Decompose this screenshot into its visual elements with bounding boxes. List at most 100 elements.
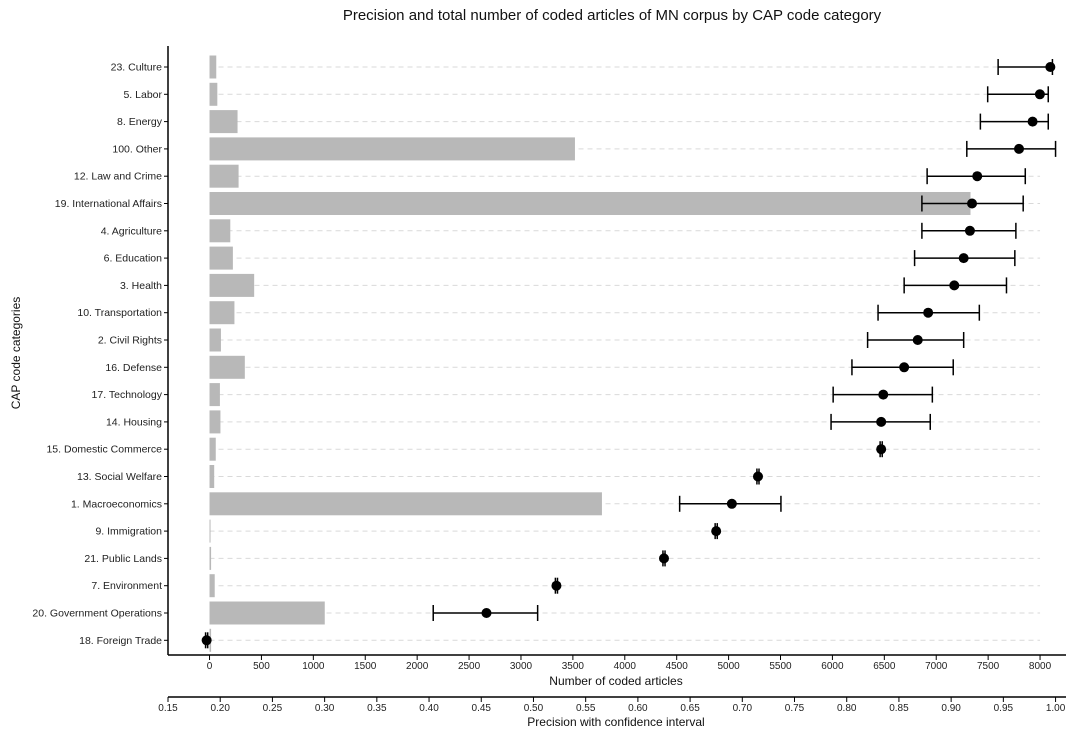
- x2-tick-label: 0.65: [680, 703, 700, 714]
- bar-cat-9: [209, 301, 235, 325]
- category-label: 7. Environment: [91, 580, 162, 592]
- interval-layer: [201, 59, 1057, 649]
- category-label: 12. Law and Crime: [74, 171, 162, 183]
- x2-tick-label: 0.15: [158, 703, 178, 714]
- point-cat-12: [878, 389, 889, 400]
- point-cat-1: [1034, 89, 1045, 100]
- x-tick-label: 2000: [406, 661, 429, 672]
- point-cat-10: [912, 335, 923, 345]
- category-label: 16. Defense: [105, 362, 162, 374]
- x2-tick-label: 0.80: [837, 703, 857, 714]
- point-cat-7: [958, 253, 969, 264]
- x2-tick-label: 0.45: [472, 703, 492, 714]
- point-cat-4: [972, 171, 983, 182]
- category-label: 19. International Affairs: [55, 198, 162, 210]
- category-label: 8. Energy: [117, 116, 163, 128]
- x-axis-title: Number of coded articles: [549, 674, 682, 688]
- point-cat-21: [201, 635, 212, 646]
- x-tick-label: 5000: [717, 661, 740, 672]
- bar-cat-13: [209, 410, 221, 434]
- label-layer: 23. Culture 5. Labor 8. Energy 100. Other 12…: [32, 62, 1065, 715]
- bar-cat-2: [209, 110, 238, 134]
- category-label: 23. Culture: [111, 62, 163, 74]
- bar-cat-0: [209, 55, 217, 79]
- bar-cat-5: [209, 192, 971, 215]
- x-tick-label: 7500: [977, 661, 1000, 672]
- bar-cat-17: [209, 519, 211, 543]
- bar-cat-3: [209, 137, 575, 161]
- bar-cat-18: [209, 546, 212, 570]
- category-label: 20. Government Operations: [32, 608, 162, 620]
- point-cat-13: [876, 416, 887, 427]
- bar-cat-7: [209, 246, 233, 270]
- bar-cat-10: [209, 328, 221, 352]
- x2-tick-label: 0.25: [263, 703, 283, 714]
- category-label: 21. Public Lands: [84, 553, 162, 565]
- point-cat-2: [1027, 116, 1038, 127]
- x-tick-label: 3000: [510, 661, 533, 672]
- y-axis-title: CAP code categories: [9, 297, 23, 410]
- x2-tick-label: 0.75: [785, 703, 805, 714]
- category-label: 5. Labor: [123, 89, 162, 101]
- point-cat-11: [899, 362, 910, 373]
- point-cat-18: [658, 553, 669, 564]
- x2-tick-label: 0.70: [733, 703, 753, 714]
- point-cat-16: [726, 498, 737, 509]
- category-label: 15. Domestic Commerce: [46, 444, 162, 456]
- x2-tick-label: 0.55: [576, 703, 596, 714]
- point-cat-19: [551, 580, 562, 591]
- x-tick-label: 3500: [562, 661, 585, 672]
- point-cat-17: [711, 526, 722, 537]
- x-tick-label: 500: [253, 661, 270, 672]
- category-label: 6. Education: [104, 253, 163, 265]
- bar-cat-20: [209, 601, 325, 625]
- x2-tick-label: 0.35: [367, 703, 387, 714]
- category-label: 18. Foreign Trade: [79, 635, 162, 647]
- category-label: 4. Agriculture: [101, 225, 162, 237]
- x2-axis-title: Precision with confidence interval: [527, 715, 704, 729]
- x-tick-label: 8000: [1029, 661, 1052, 672]
- bar-cat-12: [209, 383, 220, 407]
- x2-tick-label: 0.50: [524, 703, 544, 714]
- x-tick-label: 6000: [821, 661, 844, 672]
- point-cat-5: [967, 198, 978, 209]
- category-label: 14. Housing: [106, 416, 162, 428]
- x-tick-label: 4000: [614, 661, 637, 672]
- bar-cat-16: [209, 492, 602, 516]
- x2-tick-label: 0.95: [994, 703, 1014, 714]
- bar-layer: [209, 55, 971, 652]
- category-label: 100. Other: [112, 143, 162, 155]
- category-label: 1. Macroeconomics: [71, 498, 162, 510]
- category-label: 13. Social Welfare: [77, 471, 162, 483]
- x-tick-label: 6500: [873, 661, 896, 672]
- x-tick-label: 1500: [354, 661, 377, 672]
- x-tick-label: 7000: [925, 661, 948, 672]
- x-tick-label: 5500: [769, 661, 792, 672]
- bar-cat-15: [209, 465, 215, 488]
- point-cat-14: [876, 444, 887, 455]
- axis-layer: [164, 46, 1066, 702]
- x2-tick-label: 0.60: [628, 703, 648, 714]
- point-cat-20: [481, 608, 492, 618]
- x-tick-label: 4500: [666, 661, 689, 672]
- chart-title: Precision and total number of coded arti…: [343, 7, 882, 24]
- bar-cat-14: [209, 437, 216, 461]
- bar-cat-19: [209, 574, 215, 598]
- point-cat-8: [949, 280, 960, 291]
- category-label: 9. Immigration: [95, 526, 162, 538]
- x2-tick-label: 0.30: [315, 703, 335, 714]
- x-tick-label: 0: [207, 661, 213, 672]
- point-cat-6: [964, 225, 975, 236]
- bar-cat-6: [209, 219, 231, 243]
- category-label: 3. Health: [120, 280, 162, 292]
- point-cat-9: [923, 307, 934, 318]
- x2-tick-label: 1.00: [1046, 703, 1066, 714]
- x-tick-label: 1000: [302, 661, 325, 672]
- x2-tick-label: 0.20: [210, 703, 230, 714]
- point-cat-0: [1045, 62, 1056, 72]
- bar-cat-1: [209, 82, 218, 106]
- point-cat-3: [1014, 143, 1025, 154]
- category-label: 10. Transportation: [77, 307, 162, 319]
- point-cat-15: [752, 471, 763, 482]
